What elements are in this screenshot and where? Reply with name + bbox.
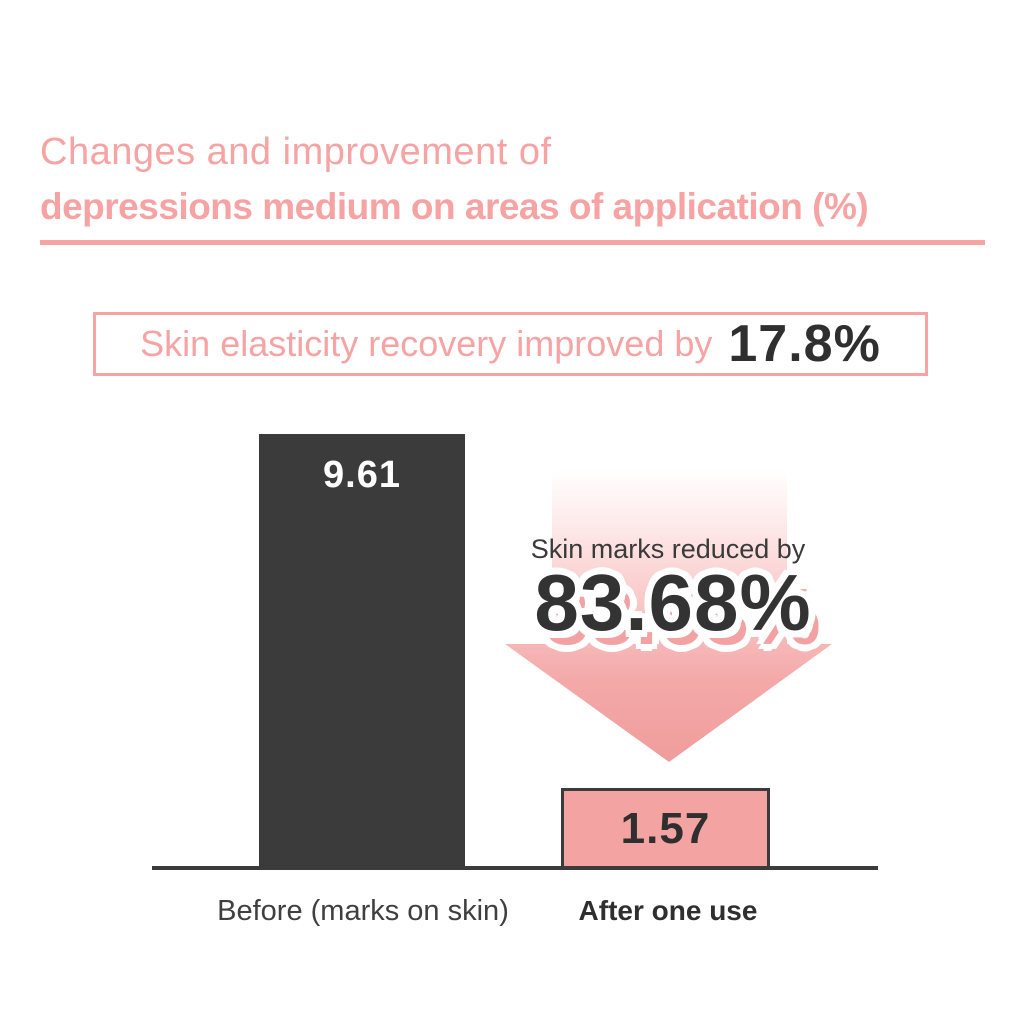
highlight-value: 17.8% bbox=[728, 315, 881, 373]
reduction-value-shadow: 83.68% bbox=[544, 572, 822, 661]
highlight-text: Skin elasticity recovery improved by bbox=[140, 323, 713, 364]
reduction-label: Skin marks reduced by bbox=[530, 534, 806, 564]
category-label-before: Before (marks on skin) bbox=[217, 895, 509, 927]
highlight-box: Skin elasticity recovery improved by 17.… bbox=[93, 312, 928, 376]
category-label-after: After one use bbox=[578, 895, 758, 926]
bar-after-value-label: 1.57 bbox=[620, 803, 711, 853]
chart-title-line1: Changes and improvement of bbox=[40, 131, 552, 173]
bar-before: 9.61 bbox=[259, 434, 465, 867]
reduction-value: 83.68% bbox=[534, 558, 812, 647]
title-underline bbox=[40, 240, 985, 245]
bar-after: 1.57 bbox=[561, 788, 770, 869]
bar-before-value-label: 9.61 bbox=[323, 454, 401, 496]
reduction-down-arrow-icon bbox=[505, 470, 832, 762]
x-axis-line bbox=[152, 866, 878, 870]
chart-title-line2: depressions medium on areas of applicati… bbox=[40, 186, 869, 227]
